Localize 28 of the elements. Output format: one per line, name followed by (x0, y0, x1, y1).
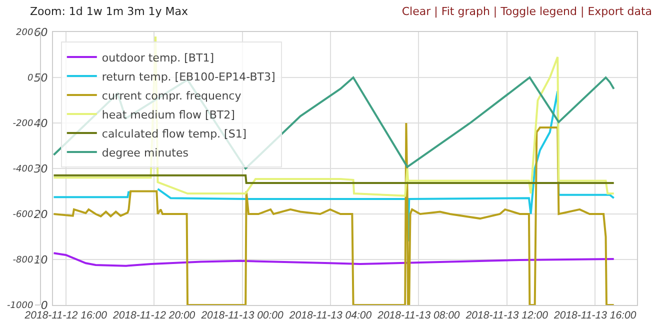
x-tick-label: 2018-11-12 20:00 (112, 310, 196, 322)
x-tick-label: 2018-11-12 16:00 (24, 310, 108, 322)
y2-tick-label: 0 (27, 74, 34, 84)
y2-tick-label: -1000 (7, 301, 34, 312)
y2-tick-label: -400 (12, 164, 34, 175)
legend-label: outdoor temp. [BT1] (102, 51, 214, 64)
y-tick-label: 10 (34, 253, 48, 266)
legend-label: calculated flow temp. [S1] (102, 127, 247, 140)
legend-label: degree minutes (102, 146, 189, 160)
x-tick-label: 2018-11-13 12:00 (464, 310, 548, 322)
line-series (53, 252, 615, 267)
text: Zoom: 1d 1w 1m 3m 1y Max (30, 5, 188, 18)
line-series (53, 122, 615, 305)
x-tick-label: 2018-11-13 16:00 (553, 310, 636, 322)
legend-label: heat medium flow [BT2] (102, 108, 235, 122)
y2-tick-label: -800 (12, 256, 34, 266)
x-tick-label: 2018-11-13 04:00 (288, 310, 372, 322)
y2-tick-label: -200 (12, 119, 34, 130)
y2-tick-label: 200 (16, 28, 34, 38)
y2-tick-label: -600 (12, 210, 34, 220)
y-tick-label: 50 (34, 71, 48, 84)
y-tick-label: 20 (34, 208, 48, 221)
legend-label: current compr. frequency (102, 89, 242, 102)
x-tick-label: 2018-11-13 00:00 (200, 310, 284, 322)
text: Clear | Fit graph | Toggle legend | Export data (402, 5, 652, 18)
legend-label: return temp. [EB100-EP14-BT3] (102, 70, 276, 84)
y-tick-label: 0 (40, 298, 48, 312)
x-tick-label: 2018-11-13 08:00 (376, 310, 460, 322)
